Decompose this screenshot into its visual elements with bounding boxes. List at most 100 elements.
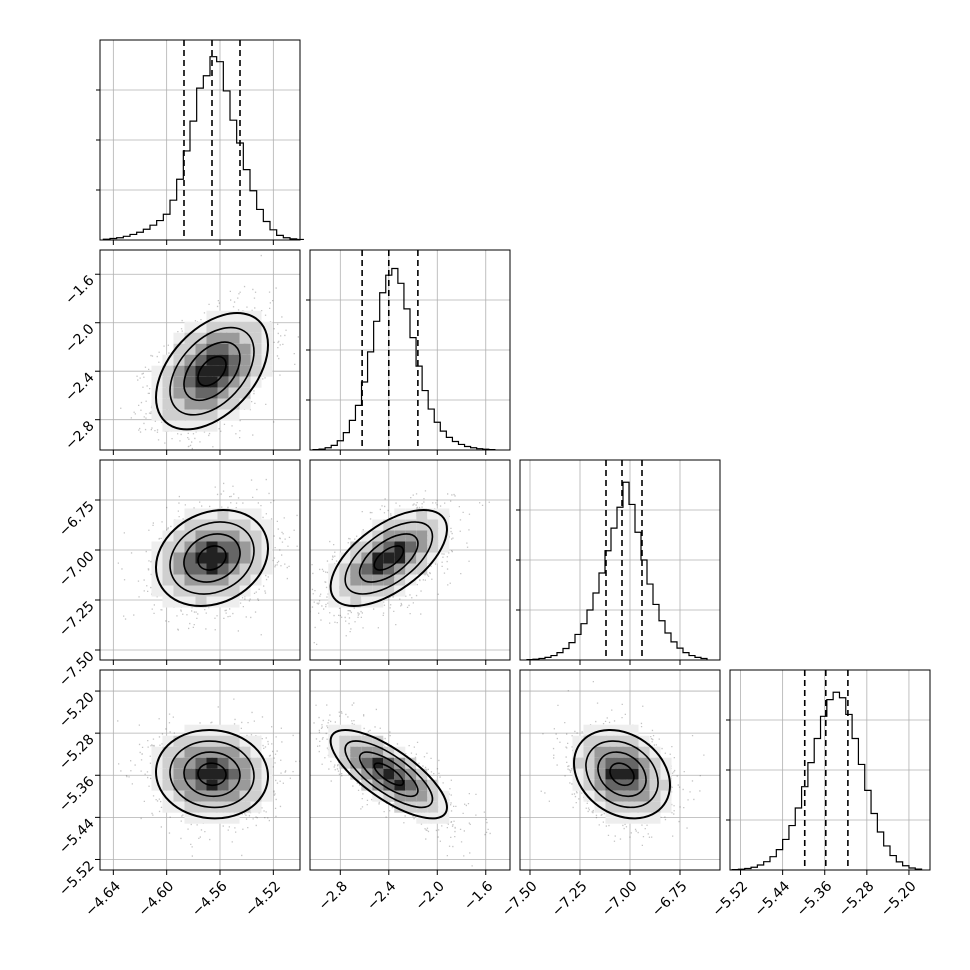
y-tick-label: −1.6 [62,273,97,308]
density-cell [605,801,617,813]
density-cell [350,746,362,758]
density-cell [383,541,395,553]
density-cell [228,398,240,410]
density-cell [217,530,229,542]
density-cell [217,321,229,333]
density-cell [572,746,584,758]
y-tick-label: −5.44 [56,816,98,858]
density-cell [572,735,584,747]
density-cell [350,552,362,564]
density-cell [184,724,196,736]
density-cell [638,746,650,758]
density-cell [239,398,251,410]
density-cell [239,519,251,531]
density-cell [594,768,606,780]
density-cell [250,519,262,531]
density-cell [427,801,439,813]
density-cell [250,530,262,542]
density-cell [660,790,672,802]
histogram-series [102,56,304,241]
density-cell [184,508,196,520]
density-cell [250,746,262,758]
density-cell [228,343,240,355]
density-cell [239,574,251,586]
density-cell [195,398,207,410]
density-cell [217,790,229,802]
density-cell [616,812,628,824]
scatter-frame [99,669,301,871]
density-cell [416,563,428,575]
density-cell [184,519,196,531]
hist-frame [309,249,511,451]
density-cell [250,365,262,377]
density-cell [206,530,218,542]
density-cell [195,768,207,780]
density-cell [195,790,207,802]
density-cell [350,563,362,575]
density-cell [649,779,661,791]
density-cell [350,541,362,553]
density-cell [328,735,340,747]
density-cell [649,768,661,780]
y-tick-label: −7.50 [56,648,98,690]
density-cell [250,735,262,747]
density-cell [416,508,428,520]
density-cell [206,420,218,432]
density-cell [184,530,196,542]
density-cell [250,310,262,322]
density-cell [206,519,218,531]
density-cell [195,757,207,769]
density-cell [162,398,174,410]
density-cell [239,332,251,344]
density-cell [583,735,595,747]
density-cell [250,321,262,333]
contour-line [358,533,419,583]
density-cell [239,365,251,377]
density-cell [394,563,406,575]
density-cell [206,376,218,388]
x-tick-label: −5.52 [710,878,752,920]
density-cell [228,574,240,586]
density-cell [638,757,650,769]
density-cell [162,585,174,597]
density-cell [649,746,661,758]
density-cell [350,596,362,608]
density-cell [206,310,218,322]
density-cell [416,519,428,531]
density-cell [405,574,417,586]
density-cell [228,552,240,564]
y-tick-label: −7.25 [56,598,98,640]
density-cell [162,779,174,791]
density-cell [339,596,351,608]
density-cell [239,801,251,813]
density-cell [206,508,218,520]
y-tick-label: −5.28 [56,732,98,774]
contour-line [344,740,434,809]
density-cell [217,724,229,736]
density-cell [206,768,218,780]
x-tick-label: −7.50 [499,878,541,920]
density-cell [195,574,207,586]
density-cell [162,365,174,377]
density-cell [206,365,218,377]
density-cell [173,757,185,769]
density-cell [638,790,650,802]
scatter-panel-1-3 [309,669,511,875]
density-cell [405,552,417,564]
density-cell [228,332,240,344]
scatter-panel-1-2 [309,459,511,665]
x-tick-label: −4.60 [136,878,178,920]
density-cell [328,563,340,575]
hist-panel-2 [516,459,721,665]
density-cell [583,768,595,780]
density-cell [649,801,661,813]
x-tick-label: −7.00 [599,878,641,920]
density-cell [217,735,229,747]
density-cell [427,779,439,791]
density-cell [649,757,661,769]
density-cell [195,563,207,575]
density-cell [195,354,207,366]
density-cell [416,779,428,791]
density-cell [173,409,185,421]
density-cell [261,757,273,769]
